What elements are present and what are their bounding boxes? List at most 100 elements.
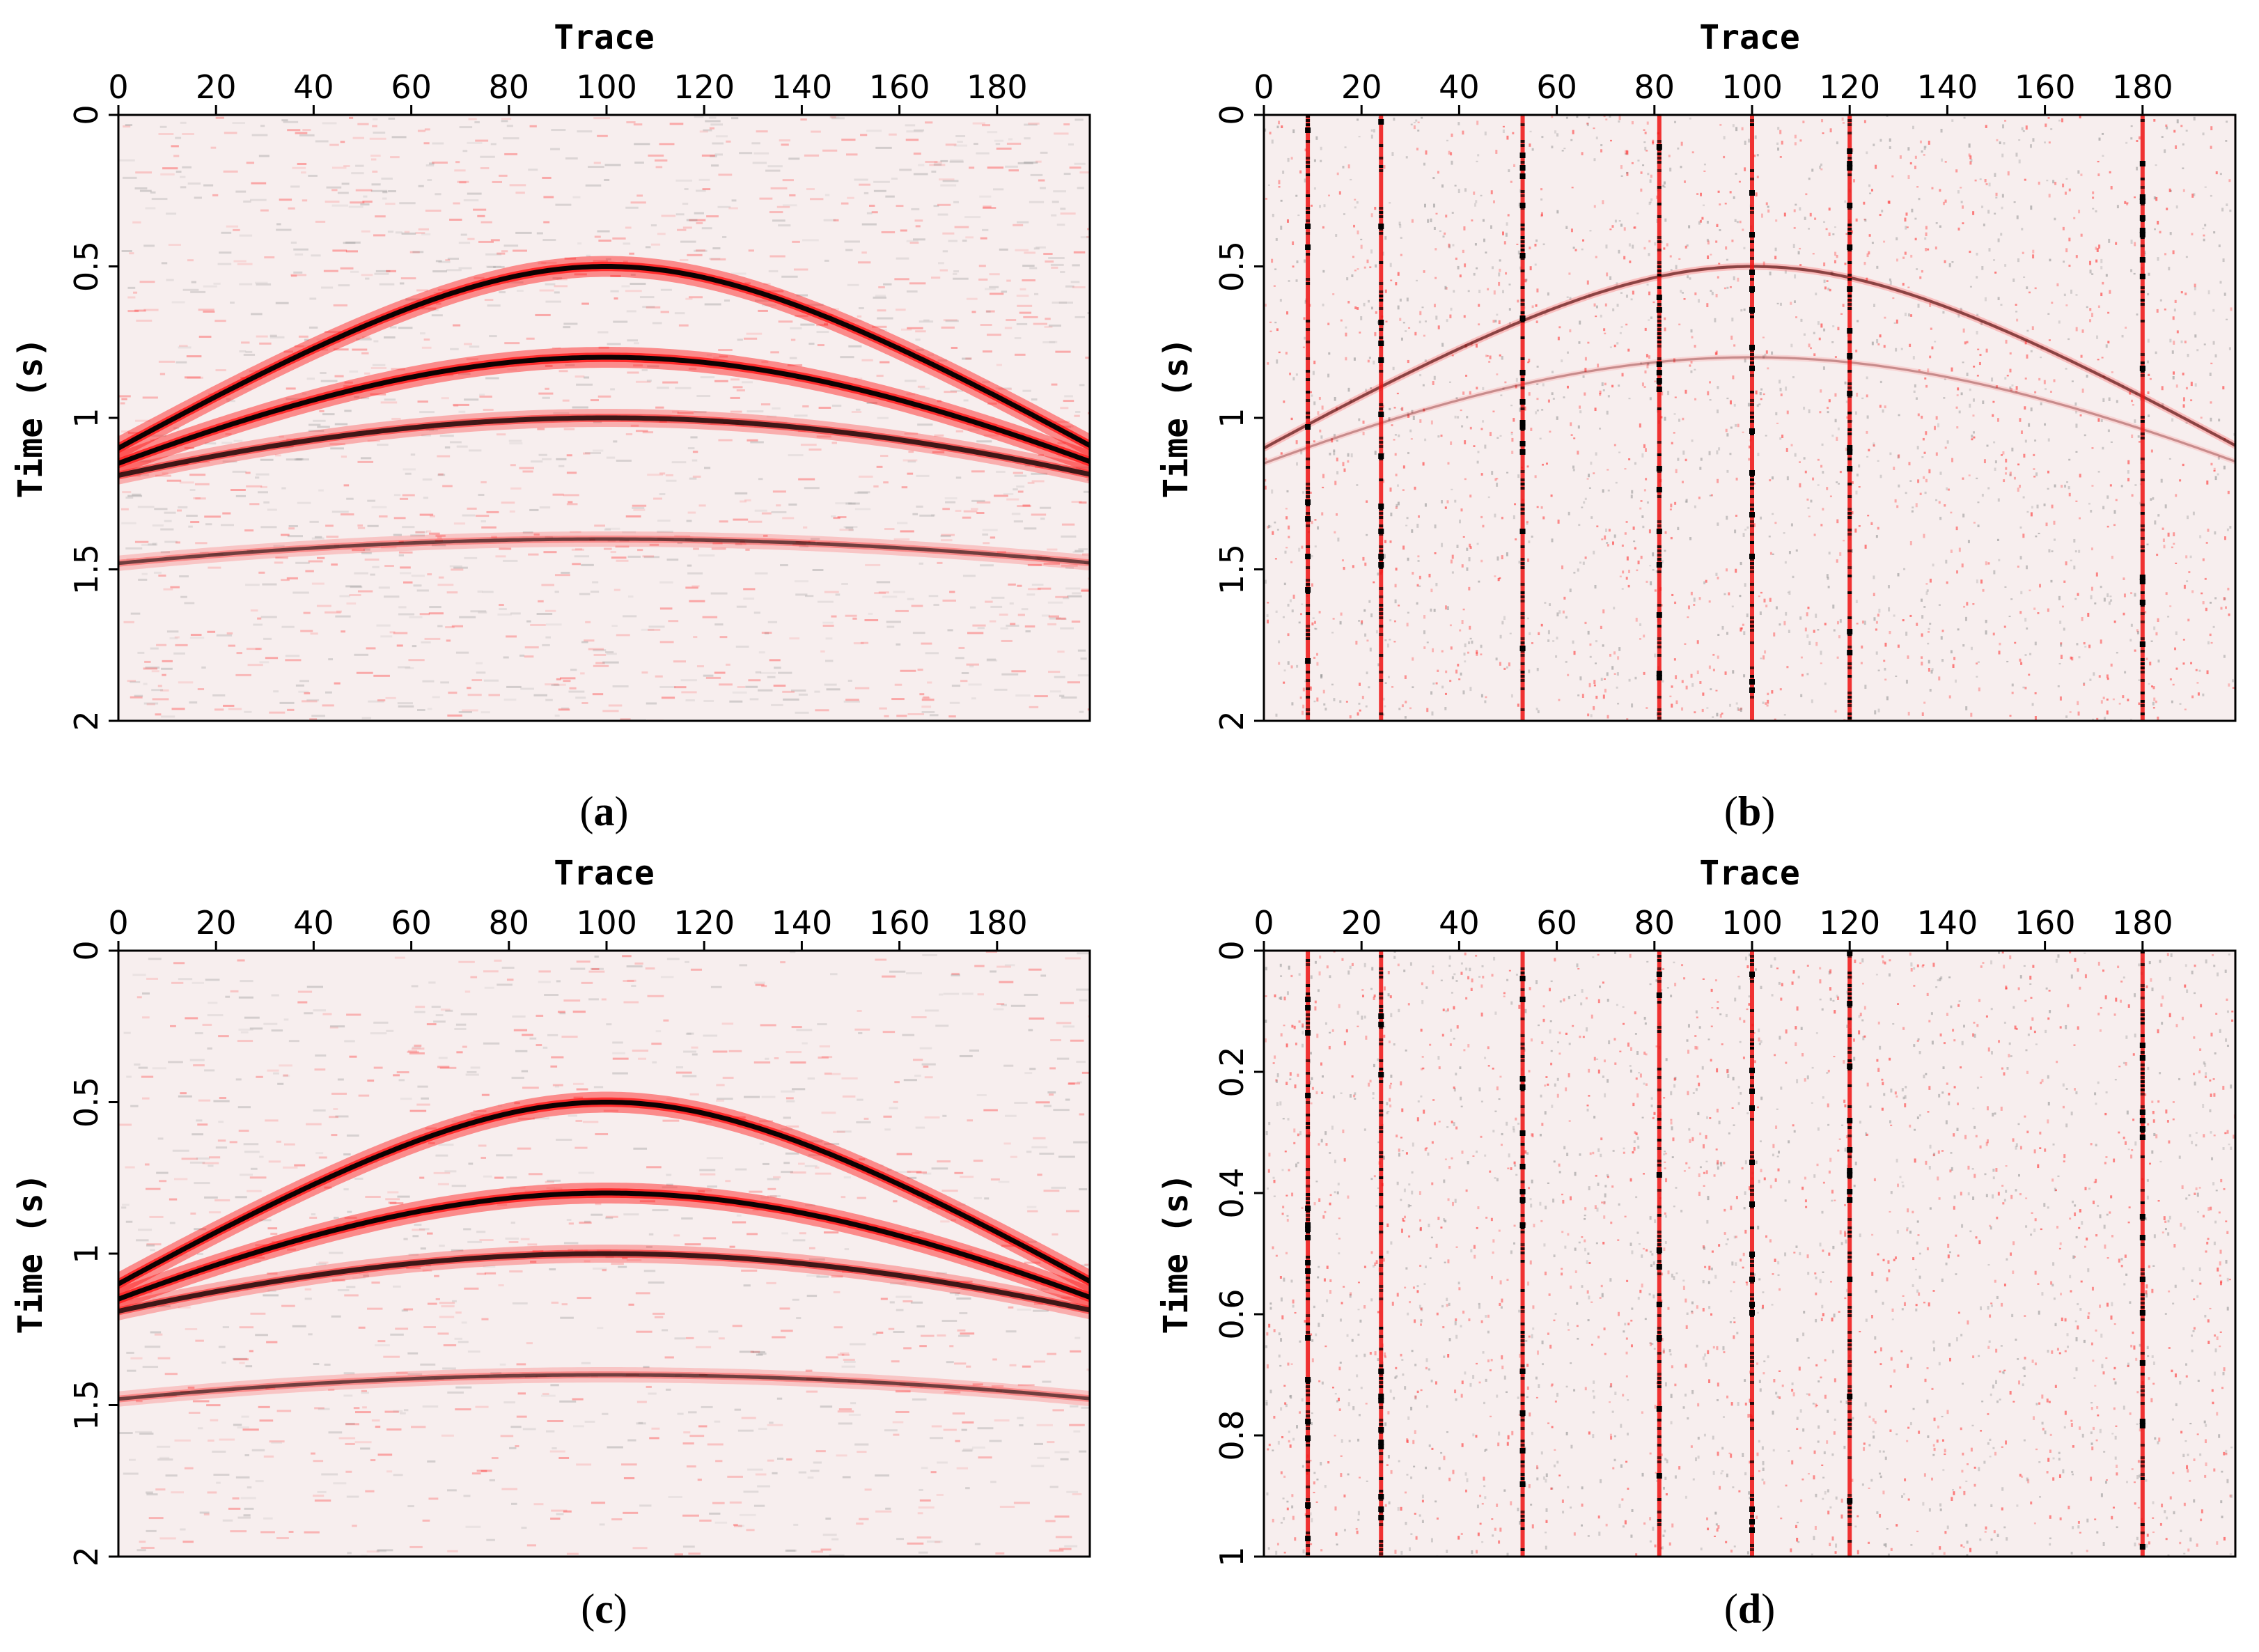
y-tick-label: 0.5 — [68, 241, 105, 292]
event-red-2 — [1264, 356, 2235, 465]
x-tick-label: 40 — [1439, 68, 1480, 106]
x-tick-label: 140 — [1917, 904, 1978, 942]
x-tick-label: 100 — [1721, 68, 1783, 106]
plot-area — [118, 951, 1090, 1557]
event-3 — [118, 1251, 1090, 1314]
y-tick-label: 0 — [68, 104, 105, 125]
y-tick-label: 1 — [1213, 1546, 1251, 1566]
y-tick-label: 1.5 — [68, 544, 105, 595]
spike-trace-120 — [1847, 115, 1853, 721]
x-tick-label: 40 — [293, 68, 334, 106]
x-tick-label: 0 — [108, 68, 128, 106]
x-tick-label: 160 — [2015, 68, 2076, 106]
x-tick-label: 0 — [1253, 68, 1274, 106]
y-tick-label: 0.2 — [1213, 1046, 1251, 1097]
panel-label: (c) — [581, 1586, 627, 1632]
x-tick-label: 60 — [1536, 904, 1577, 942]
event-2 — [118, 1190, 1090, 1302]
event-red-1 — [1264, 265, 2235, 450]
x-tick-label: 160 — [869, 904, 930, 942]
x-tick-label: 80 — [489, 68, 530, 106]
y-axis-title: Time (s) — [1157, 337, 1196, 498]
event-2 — [1264, 356, 2235, 465]
x-tick-label: 80 — [1634, 904, 1675, 942]
x-tick-label: 160 — [869, 68, 930, 106]
x-tick-label: 80 — [489, 904, 530, 942]
y-tick-label: 2 — [68, 710, 105, 731]
panel-label: (a) — [580, 788, 629, 834]
event-3 — [118, 415, 1090, 478]
x-tick-label: 60 — [1536, 68, 1577, 106]
event-halo-1 — [1264, 263, 2235, 452]
x-tick-label: 40 — [1439, 904, 1480, 942]
x-tick-label: 140 — [1917, 68, 1978, 106]
spike-trace-100 — [1749, 951, 1756, 1557]
noise-texture — [118, 951, 1090, 1557]
y-tick-label: 0.5 — [1213, 241, 1251, 292]
x-tick-label: 20 — [196, 68, 237, 106]
x-tick-label: 20 — [196, 904, 237, 942]
y-tick-label: 2 — [68, 1546, 105, 1566]
spike-trace-9 — [1305, 115, 1311, 721]
panel-d: 0 20 40 60 80 100 120 140 160 180 0 0.2 0.4 0.6 0.8 1 Tr… — [1157, 854, 2237, 1632]
spike-trace-24 — [1378, 115, 1384, 721]
panel-label: (d) — [1724, 1586, 1775, 1632]
x-axis-title: Trace — [554, 854, 655, 893]
x-tick-label: 180 — [967, 904, 1028, 942]
x-axis-title: Trace — [1699, 854, 1800, 893]
event-halo-2 — [1264, 354, 2235, 467]
y-tick-label: 0.4 — [1213, 1167, 1251, 1218]
x-tick-label: 40 — [293, 904, 334, 942]
event-2 — [118, 354, 1090, 466]
plot-frame — [1263, 949, 2237, 1558]
x-tick-label: 100 — [1721, 904, 1783, 942]
y-tick-label: 0.6 — [1213, 1288, 1251, 1339]
x-tick-label: 140 — [772, 904, 833, 942]
x-tick-label: 120 — [1819, 904, 1880, 942]
noise-texture — [1265, 951, 2235, 1557]
x-tick-label: 120 — [1819, 68, 1880, 106]
panel-label: (b) — [1724, 788, 1775, 834]
x-tick-label: 60 — [391, 904, 432, 942]
x-tick-label: 100 — [576, 904, 637, 942]
y-tick-label: 1.5 — [1213, 544, 1251, 595]
x-tick-label: 60 — [391, 68, 432, 106]
event-1 — [118, 264, 1090, 451]
panel-a: 0 20 40 60 80 100 120 140 160 180 0 0.5 1 1.5 2 Trace Ti… — [11, 18, 1091, 834]
y-tick-label: 1 — [68, 1243, 105, 1263]
x-tick-label: 120 — [673, 68, 735, 106]
x-tick-label: 80 — [1634, 68, 1675, 106]
spike-trace-24 — [1378, 951, 1384, 1557]
x-tick-label: 180 — [967, 68, 1028, 106]
x-tick-label: 0 — [1253, 904, 1274, 942]
x-axis-title: Trace — [554, 18, 655, 57]
spike-trace-120 — [1847, 951, 1853, 1557]
y-tick-label: 2 — [1213, 710, 1251, 731]
spike-trace-53 — [1519, 115, 1526, 721]
panel-c: 0 20 40 60 80 100 120 140 160 180 0 0.5 1 1.5 2 Trace Ti… — [11, 854, 1091, 1632]
y-tick-label: 0 — [1213, 940, 1251, 960]
event-1 — [1264, 265, 2235, 450]
y-axis-title: Time (s) — [11, 337, 50, 498]
x-tick-label: 120 — [673, 904, 735, 942]
spike-trace-81 — [1656, 951, 1662, 1557]
x-tick-label: 180 — [2112, 904, 2173, 942]
y-tick-label: 1.5 — [68, 1380, 105, 1431]
x-axis-title: Trace — [1699, 18, 1800, 57]
y-tick-label: 1 — [68, 407, 105, 428]
event-4 — [118, 537, 1090, 566]
plot-area — [1264, 115, 2235, 721]
plot-background — [1264, 115, 2235, 721]
y-tick-label: 0.5 — [68, 1077, 105, 1128]
x-tick-label: 180 — [2112, 68, 2173, 106]
y-axis-title: Time (s) — [11, 1173, 50, 1334]
spike-trace-100 — [1749, 115, 1756, 721]
event-4 — [118, 1373, 1090, 1401]
x-tick-label: 140 — [772, 68, 833, 106]
plot-area — [118, 116, 1090, 721]
spike-trace-180 — [2139, 115, 2145, 721]
x-tick-label: 20 — [1341, 68, 1382, 106]
panel-b: 0 20 40 60 80 100 120 140 160 180 0 0.5 1 1.5 2 Trace Ti… — [1157, 18, 2237, 834]
spike-trace-81 — [1656, 115, 1662, 721]
noise-texture — [1264, 115, 2235, 721]
